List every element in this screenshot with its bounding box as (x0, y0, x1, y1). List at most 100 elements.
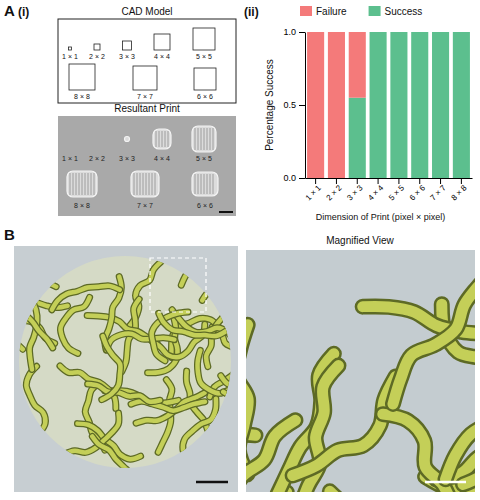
legend-swatch (369, 6, 381, 16)
cad-label: 8 × 8 (74, 93, 90, 100)
print-stripe (94, 173, 95, 195)
worm-outline (393, 284, 475, 404)
print-stripe (152, 173, 153, 195)
print-stripe (198, 174, 199, 194)
print-stripe (91, 173, 92, 195)
tick-label: 2 × 2 (325, 183, 344, 202)
worm (246, 325, 248, 474)
x-tick: 5 × 5 (387, 178, 406, 202)
worm (0, 382, 27, 416)
bar (411, 32, 428, 33)
print-stripe (143, 173, 144, 195)
worm (107, 334, 175, 350)
worm (293, 377, 396, 476)
y-axis: 0.00.51.0 (283, 27, 305, 183)
x-tick: 3 × 3 (345, 178, 364, 202)
print-stripe (165, 131, 166, 147)
legend-swatch (300, 6, 312, 16)
chart: 0.00.51.01 × 12 × 23 × 34 × 45 × 56 × 67… (264, 6, 473, 222)
print-stripe (195, 128, 196, 150)
print-shape (67, 171, 97, 197)
worm-outline (246, 420, 295, 492)
print-stripe (162, 131, 163, 147)
worm-outline (92, 436, 131, 496)
print-stripe (204, 128, 205, 150)
worms (0, 220, 280, 500)
print-stripe (88, 173, 89, 195)
cad-square (69, 64, 95, 90)
cad-square (69, 47, 72, 50)
worm (463, 375, 475, 485)
panel-label: A (4, 2, 15, 19)
worm-outline (0, 302, 53, 348)
print-stripe (159, 131, 160, 147)
worm (0, 266, 44, 312)
print-stripe (137, 173, 138, 195)
magnified-micrograph (167, 250, 480, 500)
photo-background (246, 250, 475, 492)
x-tick: 1 × 1 (304, 178, 323, 202)
scale-bar (425, 481, 466, 484)
print-label: 3 × 3 (119, 155, 135, 162)
worm (197, 350, 239, 393)
cad-label: 2 × 2 (89, 53, 105, 60)
print-label: 1 × 1 (62, 155, 78, 162)
print-stripe (149, 173, 150, 195)
worm-outline (26, 366, 45, 432)
worm-outline (7, 395, 33, 461)
tick-label: 8 × 8 (449, 183, 468, 202)
worm (181, 236, 234, 286)
print-stripe (79, 173, 80, 195)
worm-outline (246, 325, 248, 474)
worm (152, 312, 188, 361)
cad-label: 7 × 7 (137, 93, 153, 100)
worm (32, 220, 56, 287)
print-stripe (85, 173, 86, 195)
worm-outline (0, 266, 44, 312)
photo-background (58, 116, 236, 216)
tick-label: 0.0 (283, 173, 296, 183)
print-label: 2 × 2 (89, 155, 105, 162)
print-label: 8 × 8 (74, 202, 90, 209)
worm-outline (102, 336, 121, 400)
cad-label: 5 × 5 (196, 53, 212, 60)
x-tick: 2 × 2 (325, 178, 344, 202)
worm-outline (159, 313, 226, 336)
cad-label: 3 × 3 (119, 53, 135, 60)
worm (92, 436, 131, 496)
worm-outline (152, 312, 188, 361)
bar (370, 32, 387, 178)
worm (0, 302, 53, 348)
worm (27, 297, 37, 370)
print-label: 6 × 6 (197, 202, 213, 209)
bar (390, 32, 407, 33)
panel-sublabel: (ii) (244, 5, 259, 19)
bar (307, 32, 324, 178)
print-stripe (213, 128, 214, 150)
print-stripe (201, 174, 202, 194)
worm-outline (0, 382, 27, 416)
y-tick: 1.0 (283, 27, 305, 37)
worm (246, 420, 295, 492)
print-stripe (134, 173, 135, 195)
print-stripe (207, 174, 208, 194)
legend: FailureSuccess (300, 6, 422, 17)
worm-outline (27, 297, 37, 370)
print-stripe (210, 128, 211, 150)
worm-outline (446, 405, 475, 479)
worm (393, 284, 475, 404)
print-stripe (70, 173, 71, 195)
worm (52, 286, 120, 310)
magnified-title: Magnified View (326, 235, 394, 246)
print-label: 7 × 7 (137, 202, 153, 209)
cad-label: 4 × 4 (154, 53, 170, 60)
bar (453, 32, 470, 178)
tick-mark (299, 178, 305, 179)
print-label: 4 × 4 (154, 155, 170, 162)
bar (453, 32, 470, 33)
print-stripe (73, 173, 74, 195)
print-stripe (204, 174, 205, 194)
tick-label: 1 × 1 (304, 183, 323, 202)
print-stripe (213, 174, 214, 194)
worm (26, 366, 45, 432)
